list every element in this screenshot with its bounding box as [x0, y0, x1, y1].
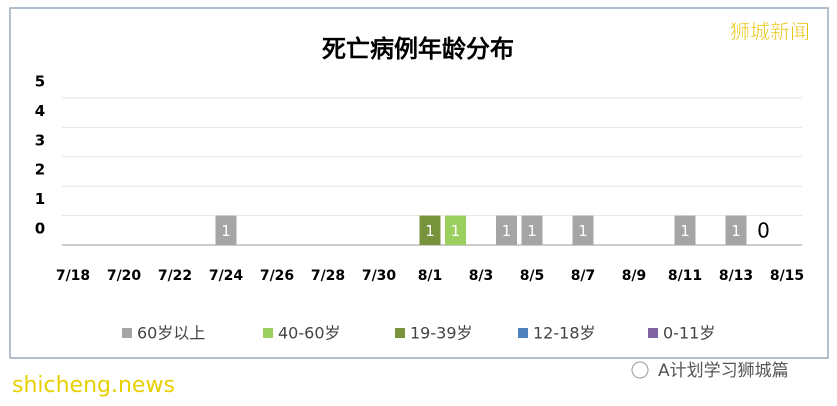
legend-swatch: [263, 328, 273, 338]
x-tick-label: 8/5: [520, 268, 545, 284]
x-tick-label: 7/18: [56, 268, 90, 284]
data-label: 0: [757, 219, 770, 243]
legend-swatch: [395, 328, 405, 338]
legend-swatch: [122, 328, 132, 338]
bar: [572, 215, 594, 245]
x-tick-label: 8/13: [719, 268, 753, 284]
y-tick-label: 1: [35, 190, 45, 208]
bar: [674, 215, 696, 245]
legend-swatch: [648, 328, 658, 338]
x-tick-label: 7/26: [260, 268, 294, 284]
data-label: 1: [221, 222, 231, 240]
bar: [215, 215, 237, 245]
legend-label: 60岁以上: [137, 324, 205, 343]
watermark: shicheng.news: [12, 373, 175, 398]
data-label: 1: [578, 222, 588, 240]
watermark: A计划学习狮城篇: [658, 361, 789, 381]
bar: [445, 215, 466, 245]
data-label: 1: [425, 222, 435, 240]
bar: [725, 215, 747, 245]
x-tick-label: 7/24: [209, 268, 244, 284]
x-tick-label: 8/7: [571, 268, 596, 284]
x-tick-label: 8/11: [668, 268, 702, 284]
x-tick-label: 8/3: [469, 268, 494, 284]
x-tick-label: 8/9: [622, 268, 647, 284]
data-label: 1: [451, 222, 461, 240]
x-tick-label: 7/20: [107, 268, 142, 284]
y-tick-label: 3: [35, 131, 45, 149]
x-tick-label: 7/28: [311, 268, 345, 284]
bar: [496, 215, 517, 245]
x-tick-label: 7/22: [158, 268, 192, 284]
y-tick-label: 4: [35, 102, 45, 120]
y-tick-label: 5: [35, 73, 45, 91]
bar: [419, 215, 441, 245]
data-label: 1: [731, 222, 741, 240]
wechat-icon: [631, 361, 649, 379]
legend-swatch: [518, 328, 528, 338]
watermark: 狮城新闻: [730, 20, 810, 44]
data-label: 1: [680, 222, 690, 240]
data-label: 1: [502, 222, 512, 240]
x-tick-label: 8/1: [418, 268, 443, 284]
legend-label: 12-18岁: [533, 324, 596, 343]
legend-label: 40-60岁: [278, 324, 341, 343]
x-tick-label: 7/30: [362, 268, 397, 284]
chart-title: 死亡病例年龄分布: [322, 35, 514, 63]
chart-frame: [9, 7, 829, 359]
y-tick-label: 2: [35, 161, 45, 179]
legend-label: 19-39岁: [410, 324, 473, 343]
y-tick-label: 0: [35, 220, 45, 238]
bar: [521, 215, 543, 245]
legend-label: 0-11岁: [663, 324, 715, 343]
x-tick-label: 8/15: [770, 268, 804, 284]
data-label: 1: [527, 222, 537, 240]
